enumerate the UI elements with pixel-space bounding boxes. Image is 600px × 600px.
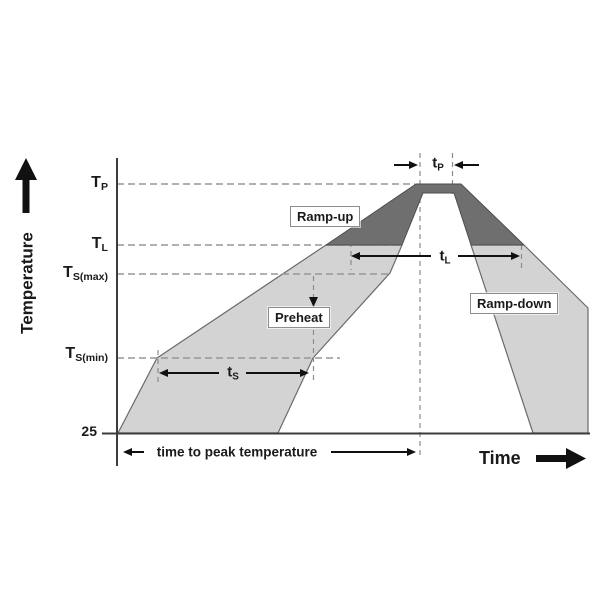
tick-label-origin: 25 [81,423,97,439]
temperature-axis-label: Temperature [17,232,37,334]
tick-label-tp: TP [91,174,108,193]
time-axis-label: Time [479,448,521,468]
profile-band-left [117,244,403,434]
tl-arrow [351,252,520,260]
profile-band-right [470,244,589,434]
tp-arrow-left [394,161,418,169]
ramp-down-label-box: Ramp-down [470,293,559,314]
tick-label-tsmin: TS(min) [65,345,108,364]
tick-label-tsmax: TS(max) [63,264,108,283]
preheat-pointer-arrow-icon [309,297,318,307]
ts-duration-label: tS [227,363,239,383]
ts-arrow [159,369,309,377]
ramp-up-label-box: Ramp-up [290,206,361,227]
tp-duration-label: tP [432,154,444,174]
tp-arrow-right [454,161,479,169]
tick-label-tl: TL [91,235,108,254]
time-to-peak-label: time to peak temperature [156,444,318,460]
temperature-arrow-icon [15,158,37,213]
time-to-peak-arrow [123,448,416,456]
time-arrow-icon [536,448,586,469]
preheat-label-box: Preheat [268,307,330,328]
profile-band-peak-dark [325,183,525,246]
tl-duration-label: tL [439,247,451,267]
